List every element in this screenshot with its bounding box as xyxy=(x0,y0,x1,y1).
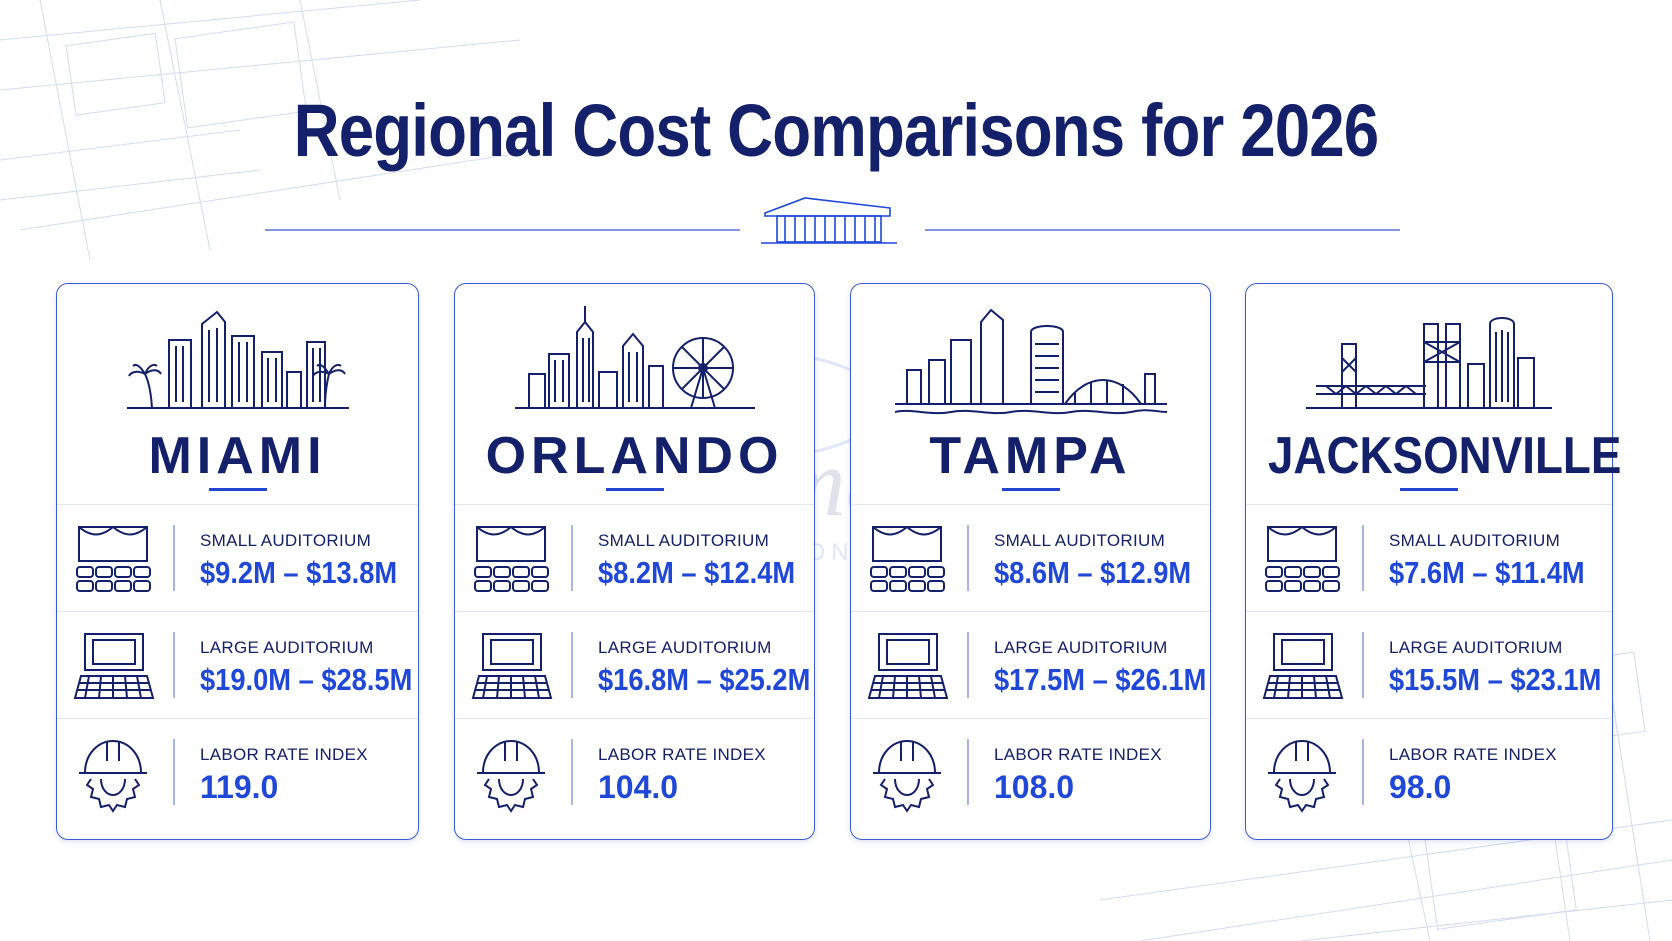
orlando-skyline-icon xyxy=(515,306,755,409)
city-name: ORLANDO xyxy=(485,427,784,485)
city-card-jacksonville: JACKSONVILLE SMALL AUDITORIUM $7.6M – $1… xyxy=(1245,283,1622,840)
jacksonville-skyline-icon xyxy=(1306,317,1552,409)
city-name: JACKSONVILLE xyxy=(1267,427,1622,485)
large-auditorium-label: LARGE AUDITORIUM xyxy=(994,638,1168,657)
row-separator xyxy=(967,739,969,805)
labor-rate-row: LABOR RATE INDEX 98.0 xyxy=(1246,718,1612,826)
labor-rate-value: 119.0 xyxy=(200,769,279,805)
city-underline xyxy=(1001,488,1060,491)
row-separator xyxy=(967,632,969,698)
small-auditorium-value: $8.2M – $12.4M xyxy=(598,555,796,590)
row-separator xyxy=(571,739,573,805)
small-auditorium-label: SMALL AUDITORIUM xyxy=(994,531,1166,550)
large-auditorium-icon xyxy=(1262,633,1344,699)
labor-rate-row: LABOR RATE INDEX 104.0 xyxy=(455,718,814,826)
tampa-skyline-icon xyxy=(894,308,1168,415)
large-auditorium-label: LARGE AUDITORIUM xyxy=(200,638,374,657)
large-auditorium-icon xyxy=(73,633,155,699)
large-auditorium-row: LARGE AUDITORIUM $19.0M – $28.5M xyxy=(57,611,418,719)
small-auditorium-value: $7.6M – $11.4M xyxy=(1389,555,1585,590)
row-separator xyxy=(173,525,175,591)
large-auditorium-value: $16.8M – $25.2M xyxy=(598,662,811,697)
large-auditorium-row: LARGE AUDITORIUM $15.5M – $23.1M xyxy=(1246,611,1612,719)
large-auditorium-value: $17.5M – $26.1M xyxy=(994,662,1207,697)
labor-rate-value: 98.0 xyxy=(1389,769,1452,805)
small-auditorium-row: SMALL AUDITORIUM $7.6M – $11.4M xyxy=(1246,504,1612,612)
large-auditorium-icon xyxy=(867,633,949,699)
small-auditorium-icon xyxy=(76,525,151,592)
labor-rate-value: 108.0 xyxy=(994,769,1075,805)
hard-hat-gear-icon xyxy=(79,739,147,813)
row-separator xyxy=(571,525,573,591)
row-separator xyxy=(1362,525,1364,591)
large-auditorium-value: $19.0M – $28.5M xyxy=(200,662,413,697)
small-auditorium-label: SMALL AUDITORIUM xyxy=(598,531,770,550)
city-card-miami: MIAMI SMALL AUDITORIUM $9.2M – $13.8M LA… xyxy=(56,283,419,840)
row-separator xyxy=(173,632,175,698)
small-auditorium-row: SMALL AUDITORIUM $8.2M – $12.4M xyxy=(455,504,814,612)
labor-rate-row: LABOR RATE INDEX 108.0 xyxy=(851,718,1210,826)
small-auditorium-icon xyxy=(870,525,945,592)
large-auditorium-icon xyxy=(471,633,553,699)
city-underline xyxy=(208,488,267,491)
labor-rate-label: LABOR RATE INDEX xyxy=(994,745,1162,764)
small-auditorium-icon xyxy=(474,525,549,592)
labor-rate-value: 104.0 xyxy=(598,769,679,805)
row-separator xyxy=(1362,739,1364,805)
small-auditorium-row: SMALL AUDITORIUM $9.2M – $13.8M xyxy=(57,504,418,612)
auditorium-building-icon xyxy=(761,197,897,244)
labor-rate-label: LABOR RATE INDEX xyxy=(598,745,766,764)
hard-hat-gear-icon xyxy=(477,739,545,813)
row-separator xyxy=(967,525,969,591)
hard-hat-gear-icon xyxy=(1268,739,1336,813)
hard-hat-gear-icon xyxy=(873,739,941,813)
city-name: MIAMI xyxy=(148,427,327,485)
city-underline xyxy=(605,488,664,491)
row-separator xyxy=(1362,632,1364,698)
miami-skyline-icon xyxy=(127,310,349,409)
city-card-tampa: TAMPA SMALL AUDITORIUM $8.6M – $12.9M LA… xyxy=(850,283,1211,840)
small-auditorium-value: $9.2M – $13.8M xyxy=(200,555,398,590)
labor-rate-label: LABOR RATE INDEX xyxy=(1389,745,1557,764)
city-card-orlando: ORLANDO SMALL AUDITORIUM $8.2M – $12.4M … xyxy=(454,283,815,840)
row-separator xyxy=(173,739,175,805)
title-divider xyxy=(265,197,1400,244)
large-auditorium-row: LARGE AUDITORIUM $17.5M – $26.1M xyxy=(851,611,1210,719)
small-auditorium-label: SMALL AUDITORIUM xyxy=(200,531,372,550)
small-auditorium-value: $8.6M – $12.9M xyxy=(994,555,1192,590)
page-title: Regional Cost Comparisons for 2026 xyxy=(293,89,1380,172)
labor-rate-label: LABOR RATE INDEX xyxy=(200,745,368,764)
large-auditorium-label: LARGE AUDITORIUM xyxy=(598,638,772,657)
labor-rate-row: LABOR RATE INDEX 119.0 xyxy=(57,718,418,826)
city-underline xyxy=(1400,488,1458,491)
city-name: TAMPA xyxy=(929,427,1132,485)
large-auditorium-value: $15.5M – $23.1M xyxy=(1389,662,1602,697)
small-auditorium-label: SMALL AUDITORIUM xyxy=(1389,531,1561,550)
small-auditorium-row: SMALL AUDITORIUM $8.6M – $12.9M xyxy=(851,504,1210,612)
small-auditorium-icon xyxy=(1265,525,1340,592)
row-separator xyxy=(571,632,573,698)
large-auditorium-row: LARGE AUDITORIUM $16.8M – $25.2M xyxy=(455,611,814,719)
large-auditorium-label: LARGE AUDITORIUM xyxy=(1389,638,1563,657)
